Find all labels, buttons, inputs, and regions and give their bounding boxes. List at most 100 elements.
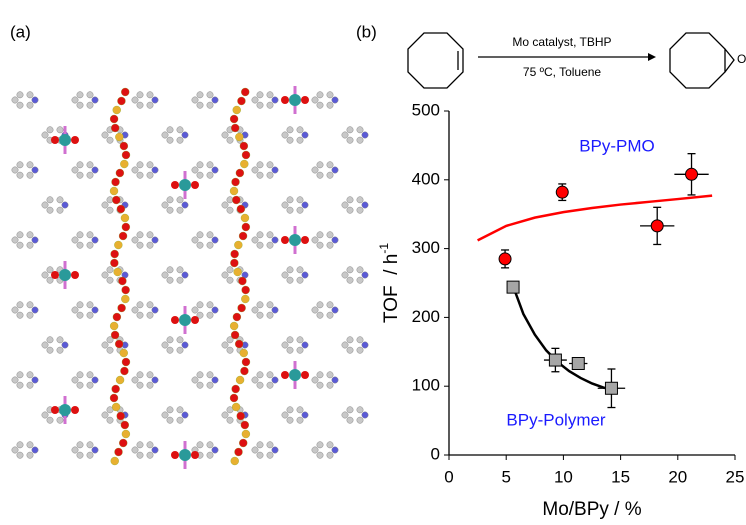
atom [72, 377, 78, 383]
atom [132, 167, 138, 173]
atom [272, 307, 278, 313]
atom [192, 237, 198, 243]
atom [110, 187, 118, 195]
atom [347, 337, 353, 343]
atom [240, 142, 248, 150]
atom [317, 102, 323, 108]
atom [57, 347, 63, 353]
atom [227, 267, 233, 273]
atom [107, 137, 113, 143]
atom [87, 232, 93, 238]
metal [179, 314, 191, 326]
atom [239, 232, 247, 240]
atom [87, 312, 93, 318]
atom [317, 372, 323, 378]
atom [147, 242, 153, 248]
atom [17, 172, 23, 178]
atom [342, 202, 348, 208]
atom [357, 207, 363, 213]
atom [177, 337, 183, 343]
atom [77, 382, 83, 388]
atom [197, 372, 203, 378]
atom [121, 295, 129, 303]
atom [347, 347, 353, 353]
atom [287, 417, 293, 423]
atom [147, 382, 153, 388]
atom [197, 382, 203, 388]
atom [137, 302, 143, 308]
atom [317, 172, 323, 178]
atom [17, 162, 23, 168]
atom [327, 302, 333, 308]
atom [207, 442, 213, 448]
atom [87, 372, 93, 378]
atom [77, 172, 83, 178]
atom [121, 421, 129, 429]
atom [342, 342, 348, 348]
atom [87, 382, 93, 388]
atom [87, 162, 93, 168]
atom [191, 316, 199, 324]
atom [287, 407, 293, 413]
atom [267, 172, 273, 178]
atom [272, 447, 278, 453]
atom [212, 377, 218, 383]
atom [282, 132, 288, 138]
atom [227, 207, 233, 213]
atom [132, 447, 138, 453]
atom [182, 342, 188, 348]
atom [257, 452, 263, 458]
atom [312, 237, 318, 243]
atom [287, 337, 293, 343]
atom [121, 88, 129, 96]
atom [177, 197, 183, 203]
atom [362, 132, 368, 138]
atom [12, 307, 18, 313]
atom [87, 442, 93, 448]
atom [17, 102, 23, 108]
atom [197, 242, 203, 248]
atom [231, 124, 239, 132]
atom [113, 313, 121, 321]
atom [92, 237, 98, 243]
cyclooctane [670, 33, 725, 88]
atom [77, 162, 83, 168]
atom [257, 312, 263, 318]
atom [152, 307, 158, 313]
atom [357, 277, 363, 283]
atom [317, 302, 323, 308]
metal [59, 404, 71, 416]
atom [122, 358, 130, 366]
atom [327, 92, 333, 98]
atom [177, 207, 183, 213]
atom [234, 241, 242, 249]
atom [191, 451, 199, 459]
point [686, 168, 698, 180]
atom [42, 342, 48, 348]
y-axis-label: TOF / h-1 [377, 243, 402, 323]
atom [207, 382, 213, 388]
atom [287, 267, 293, 273]
y-label-main: TOF / h [381, 254, 402, 323]
point [556, 186, 568, 198]
atom [72, 97, 78, 103]
atom [357, 417, 363, 423]
atom [27, 302, 33, 308]
atom [171, 451, 179, 459]
atom [72, 167, 78, 173]
atom [241, 214, 249, 222]
fit-line [478, 196, 713, 241]
fit-line [512, 283, 612, 390]
atom [239, 439, 247, 447]
atom [137, 372, 143, 378]
atom [167, 277, 173, 283]
atom [167, 267, 173, 273]
atom [301, 236, 309, 244]
y-tick-label: 500 [412, 100, 440, 119]
atom [312, 167, 318, 173]
atom [137, 232, 143, 238]
atom [327, 382, 333, 388]
atom [231, 457, 239, 465]
atom [192, 97, 198, 103]
atom [72, 237, 78, 243]
